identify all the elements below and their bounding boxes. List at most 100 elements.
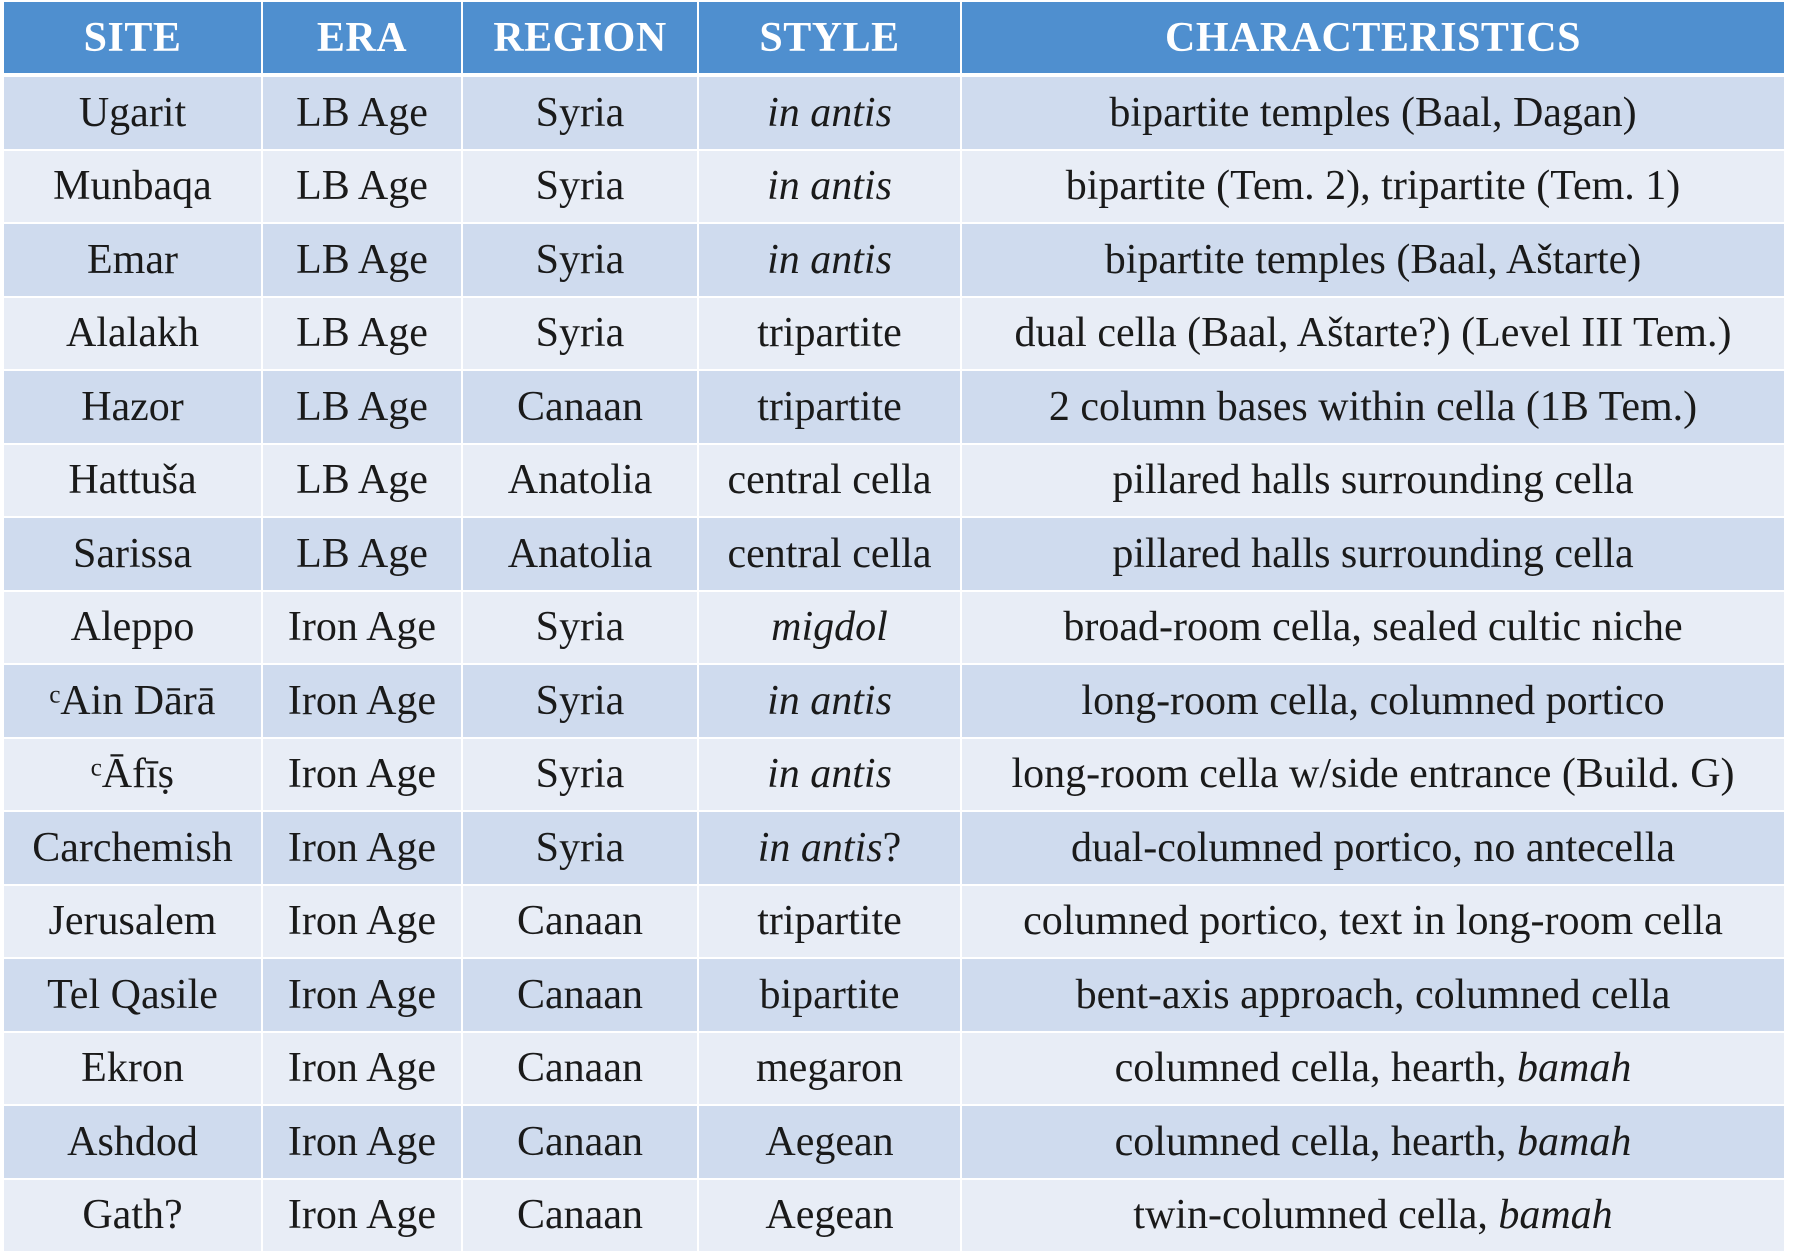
cell-style: central cella <box>698 517 962 592</box>
cell-characteristics: columned cella, hearth, bamah <box>961 1031 1784 1106</box>
cell-characteristics: long-room cella w/side entrance (Build. … <box>961 737 1784 812</box>
characteristics-italic-term: bamah <box>1516 1045 1632 1092</box>
cell-site: Aleppo <box>4 590 263 665</box>
style-italic-text: in antis <box>767 163 892 210</box>
table-row: Aleppo Iron Age Syria migdol broad-room cell… <box>4 590 1784 665</box>
cell-site: Hattuša <box>4 443 263 518</box>
characteristics-text: bipartite (Tem. 2), tripartite (Tem. 1) <box>1065 163 1681 210</box>
style-italic-text: in antis <box>767 236 892 283</box>
cell-site: Jerusalem <box>4 884 263 959</box>
table-row: Alalakh LB Age Syria tripartite dual cella (… <box>4 296 1784 371</box>
characteristics-italic-term: bamah <box>1516 1118 1632 1165</box>
cell-characteristics: broad-room cella, sealed cultic niche <box>961 590 1784 665</box>
characteristics-text: bipartite temples (Baal, Aštarte) <box>1104 236 1642 283</box>
style-italic-text: in antis <box>757 824 883 871</box>
table-row: Ashdod Iron Age Canaan Aegean columned cella… <box>4 1105 1784 1180</box>
style-italic-text: migdol <box>771 604 888 651</box>
table-row: ᶜĀfīṣ Iron Age Syria in antis long-room cell… <box>4 737 1784 812</box>
cell-region: Canaan <box>462 1031 699 1106</box>
table-row: Gath? Iron Age Canaan Aegean twin-columned c… <box>4 1178 1784 1253</box>
header-characteristics: CHARACTERISTICS <box>961 2 1784 77</box>
cell-style: Aegean <box>698 1178 962 1253</box>
cell-site: Munbaqa <box>4 149 263 224</box>
cell-era: Iron Age <box>262 664 463 739</box>
cell-characteristics: bipartite (Tem. 2), tripartite (Tem. 1) <box>961 149 1784 224</box>
cell-style: tripartite <box>698 884 962 959</box>
characteristics-text: columned cella, hearth, <box>1114 1118 1517 1165</box>
table-body: Ugarit LB Age Syria in antis bipartite templ… <box>4 75 1784 1253</box>
style-text: tripartite <box>757 383 902 430</box>
cell-era: LB Age <box>262 149 463 224</box>
table-row: Hattuša LB Age Anatolia central cella pillar… <box>4 443 1784 518</box>
header-region: REGION <box>462 2 699 77</box>
cell-era: Iron Age <box>262 884 463 959</box>
style-text: Aegean <box>765 1192 894 1239</box>
cell-characteristics: pillared halls surrounding cella <box>961 517 1784 592</box>
style-italic-text: in antis <box>767 89 892 136</box>
header-site: SITE <box>4 2 263 77</box>
header-era: ERA <box>262 2 463 77</box>
cell-style: in antis <box>698 664 962 739</box>
table-header-row: SITE ERA REGION STYLE CHARACTERISTICS <box>4 2 1784 77</box>
style-text: tripartite <box>757 898 902 945</box>
cell-region: Syria <box>462 75 699 151</box>
cell-region: Syria <box>462 737 699 812</box>
cell-region: Syria <box>462 149 699 224</box>
cell-style: migdol <box>698 590 962 665</box>
table-row: ᶜAin Dārā Iron Age Syria in antis long-room … <box>4 664 1784 739</box>
characteristics-text: columned cella, hearth, <box>1114 1045 1517 1092</box>
style-text: ? <box>882 824 902 871</box>
table-row: Emar LB Age Syria in antis bipartite temples… <box>4 223 1784 298</box>
table-row: Ekron Iron Age Canaan megaron columned cella… <box>4 1031 1784 1106</box>
cell-site: ᶜAin Dārā <box>4 664 263 739</box>
temple-comparison-table: SITE ERA REGION STYLE CHARACTERISTICS Ug… <box>4 2 1784 1253</box>
cell-region: Canaan <box>462 958 699 1033</box>
cell-era: LB Age <box>262 443 463 518</box>
cell-region: Canaan <box>462 370 699 445</box>
style-italic-text: in antis <box>767 751 892 798</box>
temple-comparison-table-wrapper: SITE ERA REGION STYLE CHARACTERISTICS Ug… <box>4 2 1784 1253</box>
cell-characteristics: columned cella, hearth, bamah <box>961 1105 1784 1180</box>
cell-style: central cella <box>698 443 962 518</box>
cell-style: Aegean <box>698 1105 962 1180</box>
cell-era: Iron Age <box>262 1178 463 1253</box>
characteristics-text: bent-axis approach, columned cella <box>1075 971 1671 1018</box>
cell-region: Syria <box>462 223 699 298</box>
cell-site: Hazor <box>4 370 263 445</box>
cell-site: Alalakh <box>4 296 263 371</box>
cell-style: tripartite <box>698 296 962 371</box>
style-text: Aegean <box>765 1118 894 1165</box>
cell-characteristics: twin-columned cella, bamah <box>961 1178 1784 1253</box>
characteristics-text: bipartite temples (Baal, Dagan) <box>1109 89 1637 136</box>
style-italic-text: in antis <box>767 677 892 724</box>
cell-region: Syria <box>462 296 699 371</box>
cell-region: Canaan <box>462 1105 699 1180</box>
table-row: Ugarit LB Age Syria in antis bipartite templ… <box>4 75 1784 151</box>
cell-site: Ugarit <box>4 75 263 151</box>
cell-characteristics: long-room cella, columned portico <box>961 664 1784 739</box>
cell-characteristics: dual-columned portico, no antecella <box>961 811 1784 886</box>
style-text: tripartite <box>757 310 902 357</box>
cell-era: Iron Age <box>262 811 463 886</box>
cell-characteristics: dual cella (Baal, Aštarte?) (Level III T… <box>961 296 1784 371</box>
cell-characteristics: bipartite temples (Baal, Dagan) <box>961 75 1784 151</box>
cell-region: Syria <box>462 590 699 665</box>
cell-characteristics: bipartite temples (Baal, Aštarte) <box>961 223 1784 298</box>
cell-era: LB Age <box>262 75 463 151</box>
table-row: Jerusalem Iron Age Canaan tripartite columne… <box>4 884 1784 959</box>
characteristics-text: long-room cella, columned portico <box>1081 677 1665 724</box>
cell-era: LB Age <box>262 296 463 371</box>
cell-region: Syria <box>462 664 699 739</box>
cell-era: LB Age <box>262 370 463 445</box>
characteristics-text: twin-columned cella, <box>1133 1192 1499 1239</box>
cell-site: Tel Qasile <box>4 958 263 1033</box>
cell-characteristics: bent-axis approach, columned cella <box>961 958 1784 1033</box>
style-text: central cella <box>727 530 932 577</box>
table-row: Tel Qasile Iron Age Canaan bipartite bent-ax… <box>4 958 1784 1033</box>
cell-site: ᶜĀfīṣ <box>4 737 263 812</box>
cell-region: Anatolia <box>462 443 699 518</box>
characteristics-text: pillared halls surrounding cella <box>1112 530 1634 577</box>
cell-site: Ashdod <box>4 1105 263 1180</box>
table-row: Hazor LB Age Canaan tripartite 2 column base… <box>4 370 1784 445</box>
style-text: bipartite <box>759 971 900 1018</box>
